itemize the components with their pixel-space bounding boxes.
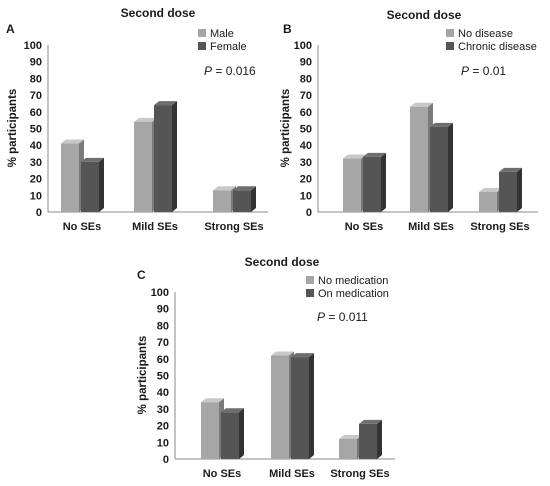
chart-title: Second dose xyxy=(387,8,462,22)
p-value-annotation: P = 0.01 xyxy=(461,64,506,78)
y-tick-label: 40 xyxy=(157,387,169,399)
legend-label: No medication xyxy=(318,275,388,287)
legend-swatch xyxy=(198,42,206,50)
y-axis-label: % participants xyxy=(7,89,19,168)
y-tick-label: 40 xyxy=(30,140,42,152)
legend-swatch xyxy=(446,29,454,37)
y-tick-label: 80 xyxy=(300,73,312,85)
legend-label: On medication xyxy=(318,288,389,300)
x-category-label: Strong SEs xyxy=(330,468,389,480)
y-tick-label: 70 xyxy=(300,90,312,102)
y-tick-label: 100 xyxy=(24,40,42,52)
y-tick-label: 10 xyxy=(157,437,169,449)
bar-no-ses-series1 xyxy=(201,398,224,459)
y-tick-label: 100 xyxy=(294,40,312,52)
x-category-label: Mild SEs xyxy=(269,468,315,480)
y-tick-label: 70 xyxy=(30,90,42,102)
y-axis-label: % participants xyxy=(280,89,292,168)
y-tick-label: 60 xyxy=(300,107,312,119)
bar-no-ses-series2 xyxy=(363,152,386,212)
bar-no-ses-series1 xyxy=(61,139,84,212)
legend-label: No disease xyxy=(458,28,513,40)
chart-title: Second dose xyxy=(121,6,196,20)
legend-swatch xyxy=(306,289,314,297)
legend-swatch xyxy=(446,42,454,50)
legend-swatch xyxy=(198,29,206,37)
y-tick-label: 20 xyxy=(157,421,169,433)
y-tick-label: 0 xyxy=(306,207,312,219)
y-tick-label: 0 xyxy=(163,454,169,466)
bar-mild-ses-series1 xyxy=(271,351,294,459)
x-category-label: Mild SEs xyxy=(408,221,454,233)
x-category-label: No SEs xyxy=(203,468,242,480)
y-tick-label: 60 xyxy=(157,354,169,366)
chart-title: Second dose xyxy=(245,255,320,269)
y-tick-label: 90 xyxy=(30,57,42,69)
y-tick-label: 80 xyxy=(30,73,42,85)
y-tick-label: 90 xyxy=(157,304,169,316)
y-tick-label: 80 xyxy=(157,320,169,332)
x-category-label: Mild SEs xyxy=(132,221,178,233)
bar-mild-ses-series1 xyxy=(134,117,157,212)
chart-panel-A: Second dose A % participants 0 10 20 30 40 50 60 7… xyxy=(6,6,268,233)
y-tick-label: 30 xyxy=(157,404,169,416)
chart-panel-C: Second dose C % participants 0 10 20 30 40 50 60 7… xyxy=(137,255,395,480)
y-tick-label: 90 xyxy=(300,57,312,69)
y-tick-label: 0 xyxy=(36,207,42,219)
bar-no-ses-series2 xyxy=(221,408,244,459)
bar-strong-ses-series2 xyxy=(359,419,382,459)
panel-label: B xyxy=(283,22,292,36)
chart-panel-B: Second dose B % participants 0 10 20 30 40 50 60 7… xyxy=(280,8,538,233)
y-tick-label: 50 xyxy=(157,371,169,383)
y-tick-label: 30 xyxy=(300,157,312,169)
y-tick-label: 50 xyxy=(300,124,312,136)
y-tick-label: 40 xyxy=(300,140,312,152)
y-tick-label: 70 xyxy=(157,337,169,349)
bar-strong-ses-series2 xyxy=(499,167,522,212)
bar-mild-ses-series2 xyxy=(154,101,177,212)
y-tick-label: 30 xyxy=(30,157,42,169)
bar-strong-ses-series1 xyxy=(213,186,236,212)
y-tick-label: 20 xyxy=(300,174,312,186)
bar-mild-ses-series2 xyxy=(430,122,453,212)
y-tick-label: 10 xyxy=(300,190,312,202)
p-value-annotation: P = 0.016 xyxy=(204,64,256,78)
legend-swatch xyxy=(306,276,314,284)
bar-mild-ses-series1 xyxy=(410,102,433,212)
legend-label: Male xyxy=(210,28,234,40)
bar-strong-ses-series2 xyxy=(233,186,256,212)
y-tick-label: 20 xyxy=(30,174,42,186)
bar-no-ses-series1 xyxy=(343,154,366,212)
y-axis-label: % participants xyxy=(137,336,149,415)
x-category-label: No SEs xyxy=(345,221,384,233)
bar-strong-ses-series1 xyxy=(479,187,502,212)
y-tick-label: 60 xyxy=(30,107,42,119)
panel-label: C xyxy=(137,268,146,282)
y-tick-label: 50 xyxy=(30,124,42,136)
legend-label: Female xyxy=(210,41,247,53)
panel-label: A xyxy=(6,22,15,36)
bar-no-ses-series2 xyxy=(81,157,104,212)
x-category-label: No SEs xyxy=(63,221,102,233)
bar-mild-ses-series2 xyxy=(291,353,314,459)
x-category-label: Strong SEs xyxy=(470,221,529,233)
legend-label: Chronic disease xyxy=(458,41,537,53)
p-value-annotation: P = 0.011 xyxy=(317,310,368,324)
bar-strong-ses-series1 xyxy=(339,434,362,459)
y-tick-label: 10 xyxy=(30,190,42,202)
y-tick-label: 100 xyxy=(151,287,169,299)
x-category-label: Strong SEs xyxy=(204,221,263,233)
